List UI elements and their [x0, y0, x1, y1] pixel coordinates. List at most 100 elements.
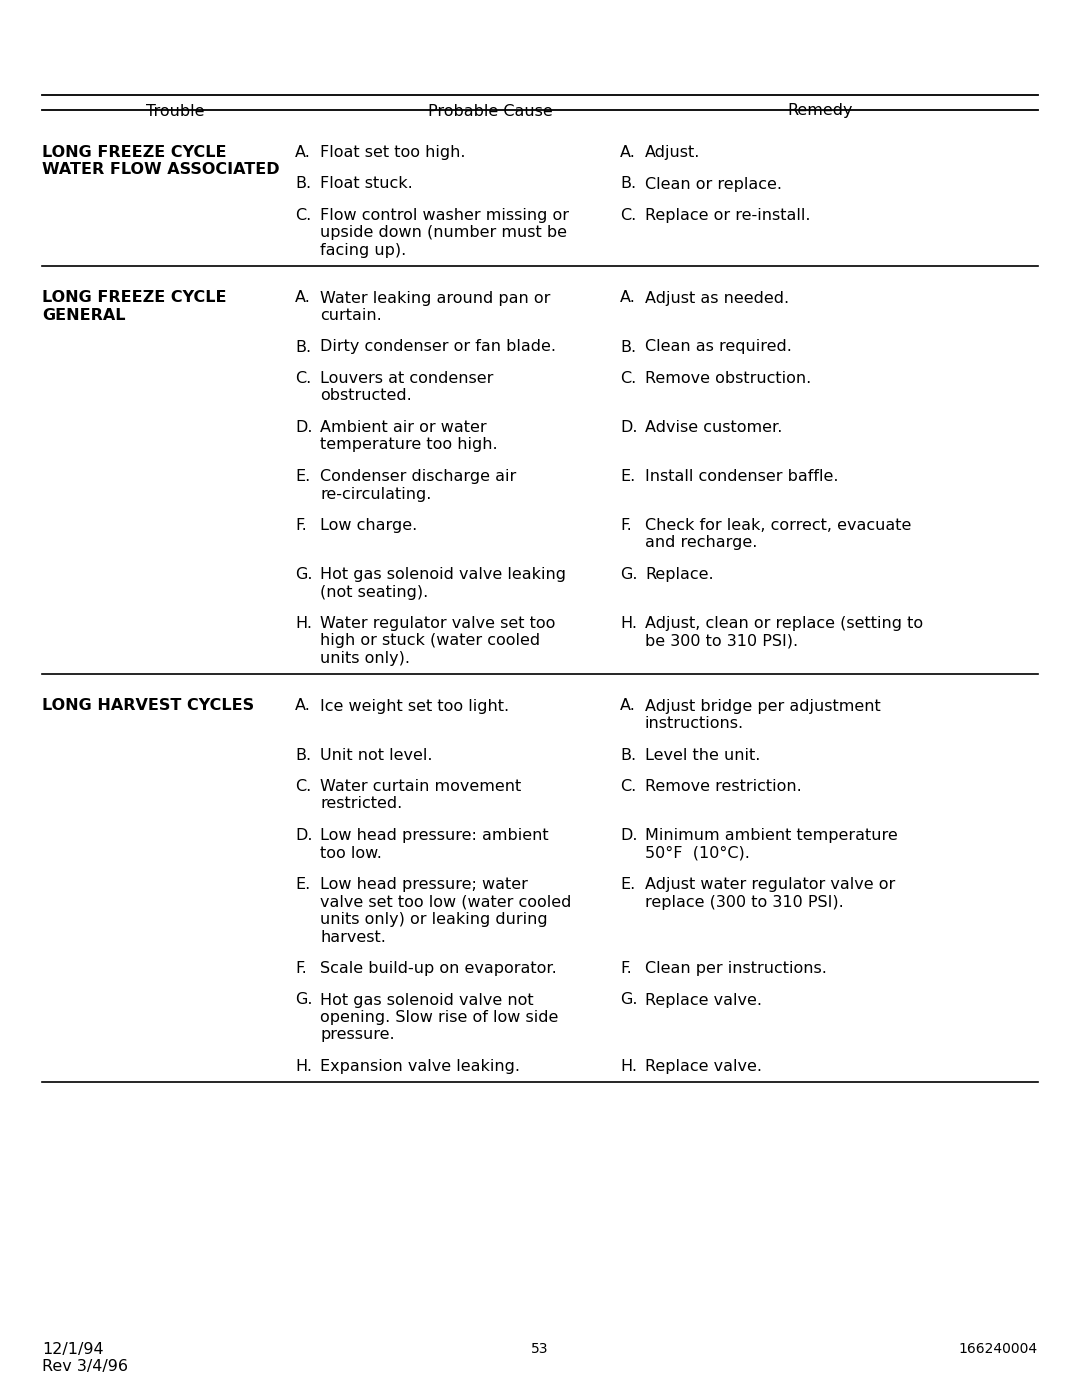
Text: A.: A.	[295, 145, 311, 161]
Text: B.: B.	[295, 339, 311, 355]
Text: Unit not level.: Unit not level.	[320, 747, 432, 763]
Text: Adjust water regulator valve or: Adjust water regulator valve or	[645, 877, 895, 893]
Text: LONG FREEZE CYCLE: LONG FREEZE CYCLE	[42, 145, 227, 161]
Text: Rev 3/4/96: Rev 3/4/96	[42, 1359, 129, 1375]
Text: Adjust.: Adjust.	[645, 145, 700, 161]
Text: C.: C.	[295, 208, 311, 224]
Text: Hot gas solenoid valve not: Hot gas solenoid valve not	[320, 992, 534, 1007]
Text: too low.: too low.	[320, 845, 382, 861]
Text: units only).: units only).	[320, 651, 410, 666]
Text: harvest.: harvest.	[320, 929, 386, 944]
Text: facing up).: facing up).	[320, 243, 406, 258]
Text: 50°F  (10°C).: 50°F (10°C).	[645, 845, 750, 861]
Text: Install condenser baffle.: Install condenser baffle.	[645, 469, 838, 483]
Text: H.: H.	[295, 1059, 312, 1074]
Text: E.: E.	[295, 877, 310, 893]
Text: E.: E.	[295, 469, 310, 483]
Text: Water leaking around pan or: Water leaking around pan or	[320, 291, 551, 306]
Text: instructions.: instructions.	[645, 717, 744, 731]
Text: Replace valve.: Replace valve.	[645, 992, 762, 1007]
Text: B.: B.	[620, 176, 636, 191]
Text: D.: D.	[295, 828, 312, 842]
Text: C.: C.	[620, 780, 636, 793]
Text: D.: D.	[295, 420, 312, 434]
Text: 53: 53	[531, 1343, 549, 1356]
Text: be 300 to 310 PSI).: be 300 to 310 PSI).	[645, 633, 798, 648]
Text: Adjust as needed.: Adjust as needed.	[645, 291, 789, 306]
Text: G.: G.	[295, 567, 312, 583]
Text: F.: F.	[620, 961, 632, 977]
Text: Remove obstruction.: Remove obstruction.	[645, 372, 811, 386]
Text: LONG FREEZE CYCLE: LONG FREEZE CYCLE	[42, 291, 227, 306]
Text: high or stuck (water cooled: high or stuck (water cooled	[320, 633, 540, 648]
Text: H.: H.	[295, 616, 312, 631]
Text: LONG HARVEST CYCLES: LONG HARVEST CYCLES	[42, 698, 254, 714]
Text: 166240004: 166240004	[959, 1343, 1038, 1356]
Text: and recharge.: and recharge.	[645, 535, 757, 550]
Text: Check for leak, correct, evacuate: Check for leak, correct, evacuate	[645, 518, 912, 534]
Text: units only) or leaking during: units only) or leaking during	[320, 912, 548, 928]
Text: C.: C.	[295, 780, 311, 793]
Text: D.: D.	[620, 828, 637, 842]
Text: A.: A.	[620, 698, 636, 714]
Text: C.: C.	[620, 208, 636, 224]
Text: H.: H.	[620, 1059, 637, 1074]
Text: Remove restriction.: Remove restriction.	[645, 780, 801, 793]
Text: obstructed.: obstructed.	[320, 388, 411, 404]
Text: Expansion valve leaking.: Expansion valve leaking.	[320, 1059, 519, 1074]
Text: Replace valve.: Replace valve.	[645, 1059, 762, 1074]
Text: pressure.: pressure.	[320, 1028, 394, 1042]
Text: A.: A.	[295, 291, 311, 306]
Text: Clean or replace.: Clean or replace.	[645, 176, 782, 191]
Text: G.: G.	[620, 567, 637, 583]
Text: Scale build-up on evaporator.: Scale build-up on evaporator.	[320, 961, 557, 977]
Text: restricted.: restricted.	[320, 796, 402, 812]
Text: (not seating).: (not seating).	[320, 584, 429, 599]
Text: G.: G.	[620, 992, 637, 1007]
Text: Low head pressure; water: Low head pressure; water	[320, 877, 528, 893]
Text: Ambient air or water: Ambient air or water	[320, 420, 487, 434]
Text: B.: B.	[295, 176, 311, 191]
Text: E.: E.	[620, 469, 635, 483]
Text: Probable Cause: Probable Cause	[428, 103, 552, 119]
Text: Louvers at condenser: Louvers at condenser	[320, 372, 494, 386]
Text: upside down (number must be: upside down (number must be	[320, 225, 567, 240]
Text: replace (300 to 310 PSI).: replace (300 to 310 PSI).	[645, 894, 843, 909]
Text: F.: F.	[295, 961, 307, 977]
Text: Ice weight set too light.: Ice weight set too light.	[320, 698, 509, 714]
Text: re-circulating.: re-circulating.	[320, 486, 431, 502]
Text: Adjust, clean or replace (setting to: Adjust, clean or replace (setting to	[645, 616, 923, 631]
Text: A.: A.	[620, 145, 636, 161]
Text: B.: B.	[620, 339, 636, 355]
Text: Level the unit.: Level the unit.	[645, 747, 760, 763]
Text: Hot gas solenoid valve leaking: Hot gas solenoid valve leaking	[320, 567, 566, 583]
Text: Water curtain movement: Water curtain movement	[320, 780, 522, 793]
Text: curtain.: curtain.	[320, 307, 381, 323]
Text: Dirty condenser or fan blade.: Dirty condenser or fan blade.	[320, 339, 556, 355]
Text: Low head pressure: ambient: Low head pressure: ambient	[320, 828, 549, 842]
Text: C.: C.	[295, 372, 311, 386]
Text: G.: G.	[295, 992, 312, 1007]
Text: Low charge.: Low charge.	[320, 518, 417, 534]
Text: B.: B.	[620, 747, 636, 763]
Text: F.: F.	[620, 518, 632, 534]
Text: valve set too low (water cooled: valve set too low (water cooled	[320, 894, 571, 909]
Text: Flow control washer missing or: Flow control washer missing or	[320, 208, 569, 224]
Text: Clean as required.: Clean as required.	[645, 339, 792, 355]
Text: F.: F.	[295, 518, 307, 534]
Text: temperature too high.: temperature too high.	[320, 437, 498, 453]
Text: Clean per instructions.: Clean per instructions.	[645, 961, 827, 977]
Text: Water regulator valve set too: Water regulator valve set too	[320, 616, 555, 631]
Text: Remedy: Remedy	[787, 103, 853, 119]
Text: Trouble: Trouble	[146, 103, 204, 119]
Text: Float set too high.: Float set too high.	[320, 145, 465, 161]
Text: Condenser discharge air: Condenser discharge air	[320, 469, 516, 483]
Text: B.: B.	[295, 747, 311, 763]
Text: Float stuck.: Float stuck.	[320, 176, 413, 191]
Text: C.: C.	[620, 372, 636, 386]
Text: Advise customer.: Advise customer.	[645, 420, 782, 434]
Text: 12/1/94: 12/1/94	[42, 1343, 104, 1356]
Text: Adjust bridge per adjustment: Adjust bridge per adjustment	[645, 698, 881, 714]
Text: WATER FLOW ASSOCIATED: WATER FLOW ASSOCIATED	[42, 162, 280, 177]
Text: GENERAL: GENERAL	[42, 307, 125, 323]
